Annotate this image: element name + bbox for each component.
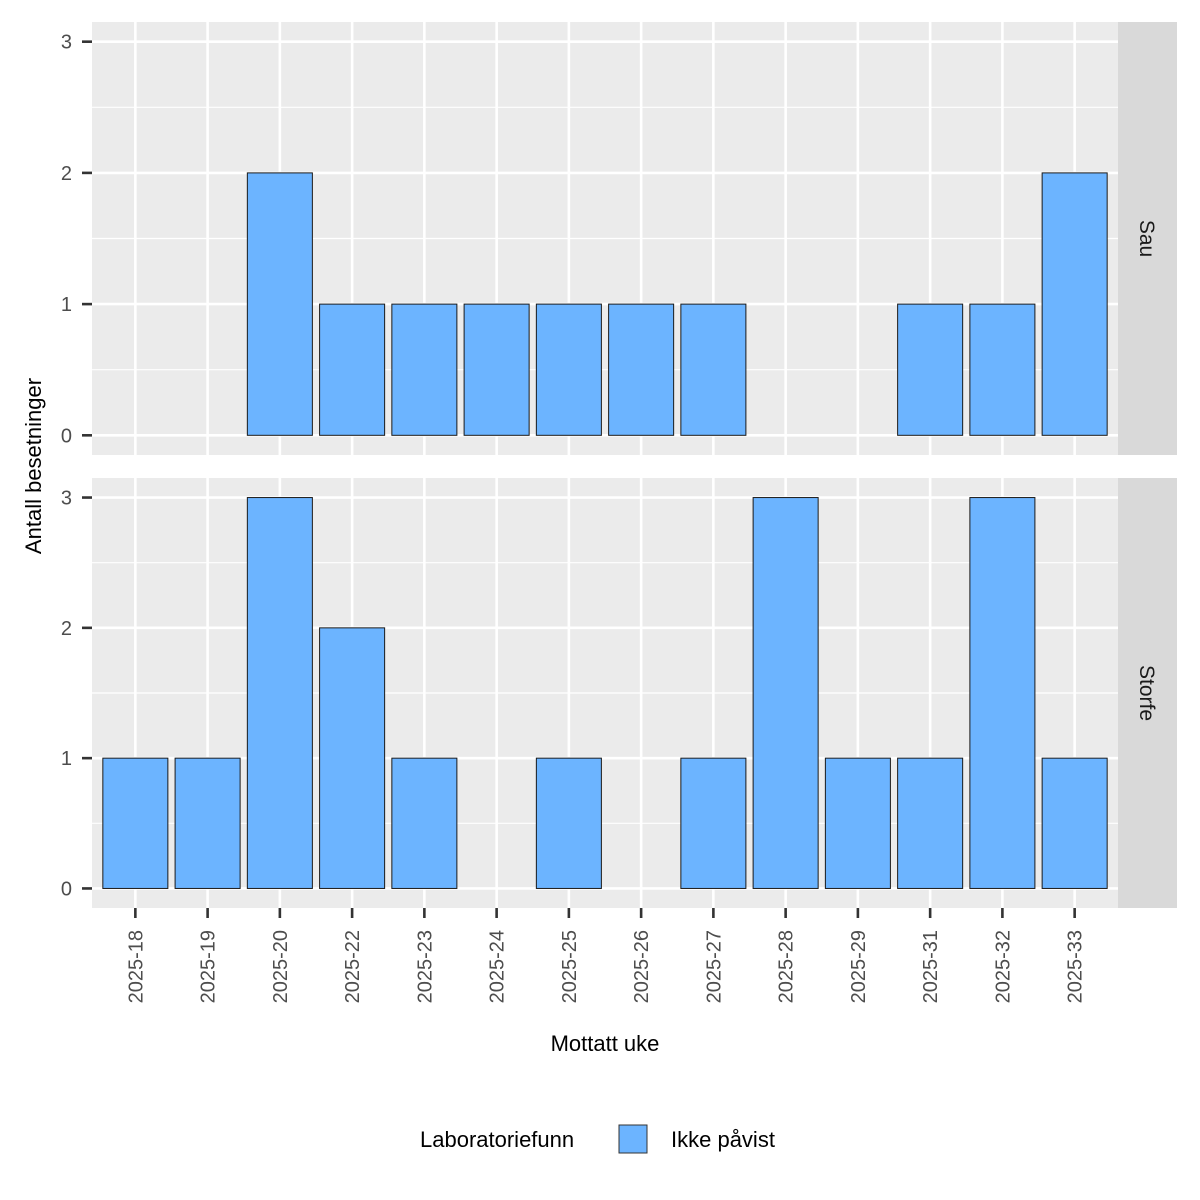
bar (535, 757, 602, 889)
facet-strip-label: Storfe (1135, 665, 1158, 721)
bar (463, 303, 530, 436)
x-tick-label: 2025-22 (342, 930, 364, 1003)
x-tick-label: 2025-28 (776, 930, 798, 1003)
facet-strip-label: Sau (1135, 220, 1158, 257)
x-tick-label: 2025-25 (559, 930, 581, 1003)
bar (897, 303, 964, 436)
y-tick-label: 2 (61, 163, 72, 185)
x-tick-label: 2025-18 (125, 930, 147, 1003)
facet-panel-storfe: 0 1 2 3 Storfe (61, 478, 1177, 908)
bar (319, 627, 386, 889)
y-tick-label: 0 (61, 425, 72, 447)
bar (102, 757, 169, 889)
legend-key (618, 1124, 648, 1154)
bar (1041, 172, 1108, 436)
x-tick-label: 2025-26 (631, 930, 653, 1003)
bar (608, 303, 675, 436)
x-tick-label: 2025-27 (703, 930, 725, 1003)
y-tick-label: 0 (61, 878, 72, 900)
y-tick-label: 1 (61, 294, 72, 316)
bar (319, 303, 386, 436)
x-tick-label: 2025-33 (1065, 930, 1087, 1003)
bar (680, 303, 747, 436)
bar (391, 757, 458, 889)
x-tick-label: 2025-29 (848, 930, 870, 1003)
x-axis: 2025-18 2025-19 2025-20 2025-22 2025-23 2025-… (125, 908, 1087, 1003)
bar (680, 757, 747, 889)
y-tick-label: 1 (61, 748, 72, 770)
bar (969, 303, 1036, 436)
bar (897, 757, 964, 889)
facet-strip (1118, 22, 1177, 455)
x-tick-label: 2025-24 (487, 930, 509, 1003)
x-tick-label: 2025-20 (270, 930, 292, 1003)
legend-label: Ikke påvist (671, 1127, 775, 1152)
bar (391, 303, 458, 436)
chart-panels: 0 1 2 3 Sau 0 1 2 3 Storfe (61, 22, 1177, 908)
x-tick-label: 2025-19 (198, 930, 220, 1003)
x-axis-title: Mottatt uke (551, 1031, 660, 1056)
facet-panel-sau: 0 1 2 3 Sau (61, 22, 1177, 455)
bar (969, 497, 1036, 889)
y-tick-label: 2 (61, 618, 72, 640)
x-tick-label: 2025-23 (414, 930, 436, 1003)
y-tick-label: 3 (61, 488, 72, 510)
bar (246, 497, 313, 889)
legend: Laboratoriefunn Ikke påvist (420, 1124, 775, 1154)
bar (174, 757, 241, 889)
legend-title: Laboratoriefunn (420, 1127, 574, 1152)
bar (824, 757, 891, 889)
x-tick-label: 2025-31 (920, 930, 942, 1003)
bar (535, 303, 602, 436)
facet-strip (1118, 478, 1177, 908)
bar (246, 172, 313, 436)
bar (752, 497, 819, 889)
y-tick-label: 3 (61, 32, 72, 54)
x-tick-label: 2025-32 (992, 930, 1014, 1003)
y-axis-title: Antall besetninger (21, 378, 46, 554)
bar (1041, 757, 1108, 889)
